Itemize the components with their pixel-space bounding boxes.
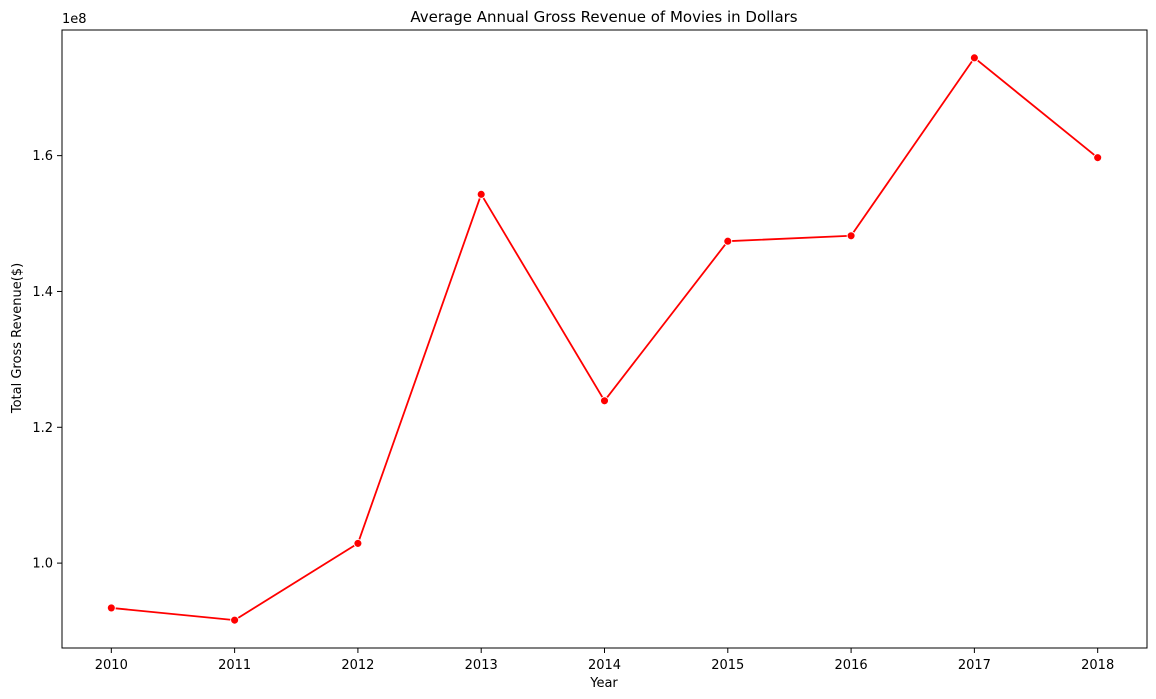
y-axis-offset-label: 1e8 bbox=[62, 12, 87, 27]
plot-area: 1.0 1.2 1.4 1.6 2010 2011 2012 2013 2014 2015 2016… bbox=[32, 29, 1148, 673]
x-tick-label: 2014 bbox=[588, 658, 621, 673]
x-tick-label: 2012 bbox=[341, 658, 374, 673]
y-tick-label: 1.0 bbox=[32, 557, 53, 572]
data-point bbox=[230, 615, 240, 625]
data-point bbox=[353, 538, 363, 548]
x-tick-label: 2011 bbox=[218, 658, 251, 673]
x-tick-label: 2018 bbox=[1081, 658, 1114, 673]
x-tick-label: 2013 bbox=[465, 658, 498, 673]
data-point bbox=[723, 236, 733, 246]
y-tick-label: 1.2 bbox=[32, 421, 53, 436]
chart-title: Average Annual Gross Revenue of Movies i… bbox=[410, 8, 797, 26]
x-tick-label: 2010 bbox=[95, 658, 128, 673]
x-tick-label: 2015 bbox=[711, 658, 744, 673]
x-tick-label: 2017 bbox=[958, 658, 991, 673]
data-point bbox=[969, 53, 979, 63]
data-point bbox=[476, 189, 486, 199]
y-tick-label: 1.6 bbox=[32, 149, 53, 164]
data-point bbox=[600, 396, 609, 406]
data-point bbox=[1093, 153, 1103, 163]
x-tick-label: 2016 bbox=[835, 658, 868, 673]
y-axis-label: Total Gross Revenue($) bbox=[10, 263, 25, 414]
y-tick-label: 1.4 bbox=[32, 285, 53, 300]
x-axis-label: Year bbox=[589, 676, 618, 691]
data-point bbox=[846, 231, 856, 241]
plot-frame bbox=[61, 29, 1148, 649]
data-point bbox=[106, 603, 116, 613]
